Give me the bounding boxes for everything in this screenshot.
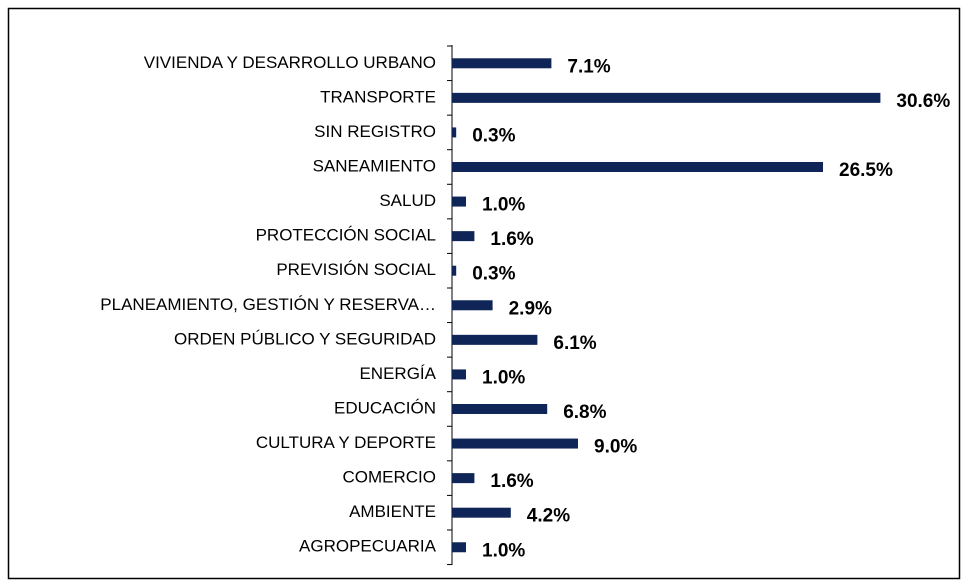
category-label: PROTECCIÓN SOCIAL (256, 226, 436, 245)
bar (452, 334, 538, 345)
value-label: 6.1% (553, 333, 596, 354)
category-label: COMERCIO (343, 468, 437, 487)
value-label: 4.2% (527, 506, 570, 527)
value-label: 1.0% (482, 367, 525, 388)
value-label: 1.6% (490, 471, 533, 492)
bar (452, 231, 475, 242)
category-label: PREVISIÓN SOCIAL (276, 260, 436, 279)
category-label: PLANEAMIENTO, GESTIÓN Y RESERVA… (100, 295, 436, 314)
category-label: SANEAMIENTO (313, 156, 436, 175)
bar (452, 92, 881, 103)
value-label: 0.3% (472, 264, 515, 285)
value-label: 30.6% (896, 91, 950, 112)
bar (452, 127, 457, 138)
bar (452, 403, 548, 414)
category-label: ENERGÍA (359, 364, 436, 383)
category-label: EDUCACIÓN (334, 398, 436, 417)
chart-frame (7, 7, 961, 580)
category-label: TRANSPORTE (320, 87, 436, 106)
bar (452, 369, 466, 380)
category-label: VIVIENDA Y DESARROLLO URBANO (144, 53, 436, 72)
bar (452, 507, 511, 518)
bar (452, 542, 466, 553)
category-label: AGROPECUARIA (299, 537, 437, 556)
category-label: ORDEN PÚBLICO Y SEGURIDAD (174, 329, 436, 348)
value-label: 1.0% (482, 195, 525, 216)
category-label: SALUD (379, 191, 436, 210)
bar (452, 196, 466, 207)
bar (452, 265, 457, 276)
bar (452, 473, 475, 484)
category-label: AMBIENTE (349, 502, 436, 521)
bar (452, 58, 552, 69)
value-label: 7.1% (567, 56, 610, 77)
bar (452, 438, 578, 449)
bar (452, 300, 493, 311)
value-label: 1.6% (490, 229, 533, 250)
value-label: 0.3% (472, 125, 515, 146)
value-label: 2.9% (509, 298, 552, 319)
value-label: 9.0% (594, 437, 637, 458)
category-label: SIN REGISTRO (314, 122, 436, 141)
category-label: CULTURA Y DEPORTE (256, 433, 436, 452)
bar (452, 161, 823, 172)
value-label: 6.8% (563, 402, 606, 423)
value-label: 26.5% (839, 160, 893, 181)
value-label: 1.0% (482, 540, 525, 561)
